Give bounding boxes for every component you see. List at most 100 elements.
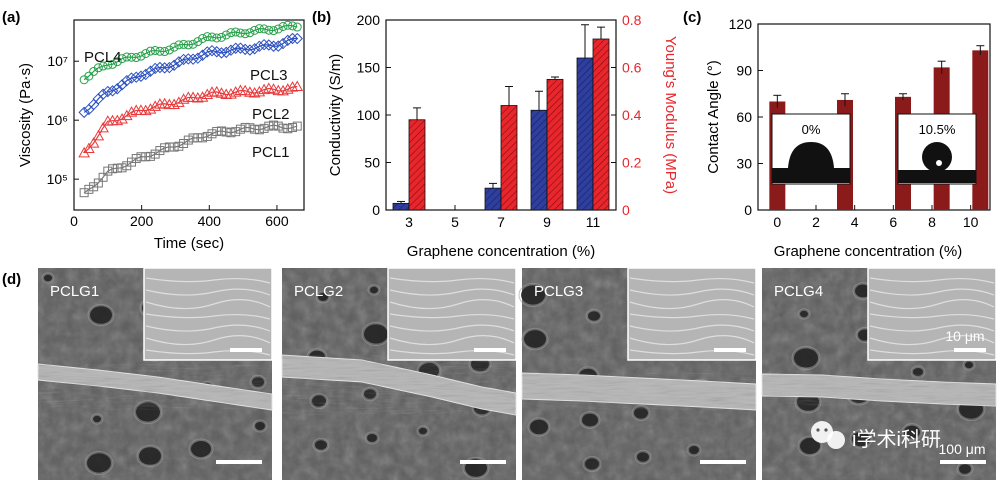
data-point [120, 109, 133, 121]
zoom-fibril [145, 299, 271, 310]
y-tick-label: 90 [736, 63, 752, 79]
data-point [182, 53, 195, 65]
pore-rim [309, 392, 329, 410]
y-tick-label: 50 [364, 155, 380, 171]
bar-modulus [500, 105, 518, 211]
pore-rim [136, 444, 164, 468]
data-point [131, 154, 141, 164]
pore [585, 458, 599, 470]
pore-rim [87, 303, 115, 327]
droplet-inset-10-5: 10.5% [897, 113, 977, 185]
series-line [83, 124, 298, 194]
bar-conductivity [392, 202, 410, 211]
x-tick-label: 7 [497, 214, 505, 230]
data-point [196, 91, 209, 102]
conductivity-modulus-chart: 3 5 7 9 11 0 50 100 150 200 0 0.2 0.4 0.6 0.8 Graphene… [327, 12, 679, 260]
series-line [83, 24, 298, 81]
y-axis-label: Contact Angle (°) [705, 60, 722, 174]
y-tick-label-right: 0.2 [622, 155, 642, 171]
x-tick-label: 4 [851, 214, 859, 230]
data-point [245, 28, 255, 38]
data-point [226, 128, 236, 138]
zoom-fibril [145, 313, 271, 320]
zoom-fibril [145, 324, 271, 332]
droplet-highlight [936, 160, 942, 166]
data-point [125, 72, 138, 84]
data-point [202, 131, 212, 141]
pore-rim [910, 365, 926, 379]
panel-label-c: (c) [683, 9, 701, 26]
droplet-inset-0: 0% [771, 113, 851, 185]
y-axis-label-right: Young's Modulus (MPa) [662, 36, 679, 194]
y-tick-label: 30 [736, 156, 752, 172]
pore-rim [133, 399, 163, 425]
pore-rim [797, 308, 811, 320]
y-tick-label: 150 [357, 60, 381, 76]
zoom-fibril [869, 335, 995, 346]
pore [855, 284, 871, 298]
pore [318, 293, 328, 301]
data-point [130, 71, 142, 83]
data-point [158, 62, 171, 74]
zoom-fibril [869, 299, 995, 310]
x-tick-label: 0 [773, 214, 781, 230]
sem-label: PCLG4 [774, 283, 823, 300]
series-pcl2 [78, 80, 304, 158]
pore-rim [252, 419, 268, 433]
data-point [291, 80, 304, 91]
zoom-fibril [389, 335, 515, 346]
pore-rim [582, 455, 602, 473]
pore [794, 348, 818, 368]
pore [136, 402, 160, 422]
x-axis-label: Graphene concentration (%) [774, 243, 962, 260]
plot-frame [73, 19, 305, 211]
substrate [898, 170, 976, 183]
x-tick-label: 6 [889, 214, 897, 230]
data-point [116, 79, 128, 91]
main-scale-bar [216, 460, 262, 464]
pore [252, 377, 264, 387]
x-tick-label: 2 [812, 214, 820, 230]
data-point [160, 143, 170, 153]
data-point [278, 21, 288, 31]
zoom-fibril [869, 324, 995, 332]
data-point [102, 85, 114, 98]
data-point [149, 100, 162, 111]
inset-label: 0% [802, 122, 821, 137]
pore-rim [41, 272, 55, 284]
panel-label-a: (a) [2, 9, 20, 26]
series-line [83, 37, 298, 113]
zoom-fibril [389, 299, 515, 310]
data-point [235, 124, 245, 134]
pore [367, 434, 377, 442]
pore-rim [518, 282, 548, 308]
fiber-texture [38, 364, 272, 410]
pore [191, 441, 211, 457]
main-scale-label: 100 μm [939, 441, 986, 457]
x-tick-label: 0 [70, 213, 78, 229]
y-tick-label: 100 [357, 107, 381, 123]
data-point [112, 57, 122, 67]
pore-rim [188, 438, 214, 460]
inset-scale-bar [714, 348, 746, 352]
bar-conductivity [576, 57, 594, 211]
y-tick-label: 10⁶ [47, 112, 68, 128]
data-point [98, 172, 108, 182]
pore-rim [527, 417, 551, 437]
pore [524, 330, 546, 348]
data-point [141, 48, 151, 58]
sem-label: PCLG2 [294, 283, 343, 300]
zoom-inset [627, 267, 757, 361]
data-point [87, 137, 100, 148]
y-tick-label-right: 0.4 [622, 107, 642, 123]
zoom-fibril [389, 277, 515, 284]
pore [634, 407, 648, 419]
pore-rim [901, 423, 923, 441]
panel-label-d: (d) [2, 271, 21, 288]
sem-label: PCLG1 [50, 283, 99, 300]
data-point [144, 103, 157, 114]
x-tick-label: 600 [265, 213, 289, 229]
pore [582, 413, 598, 427]
pore [315, 440, 327, 450]
